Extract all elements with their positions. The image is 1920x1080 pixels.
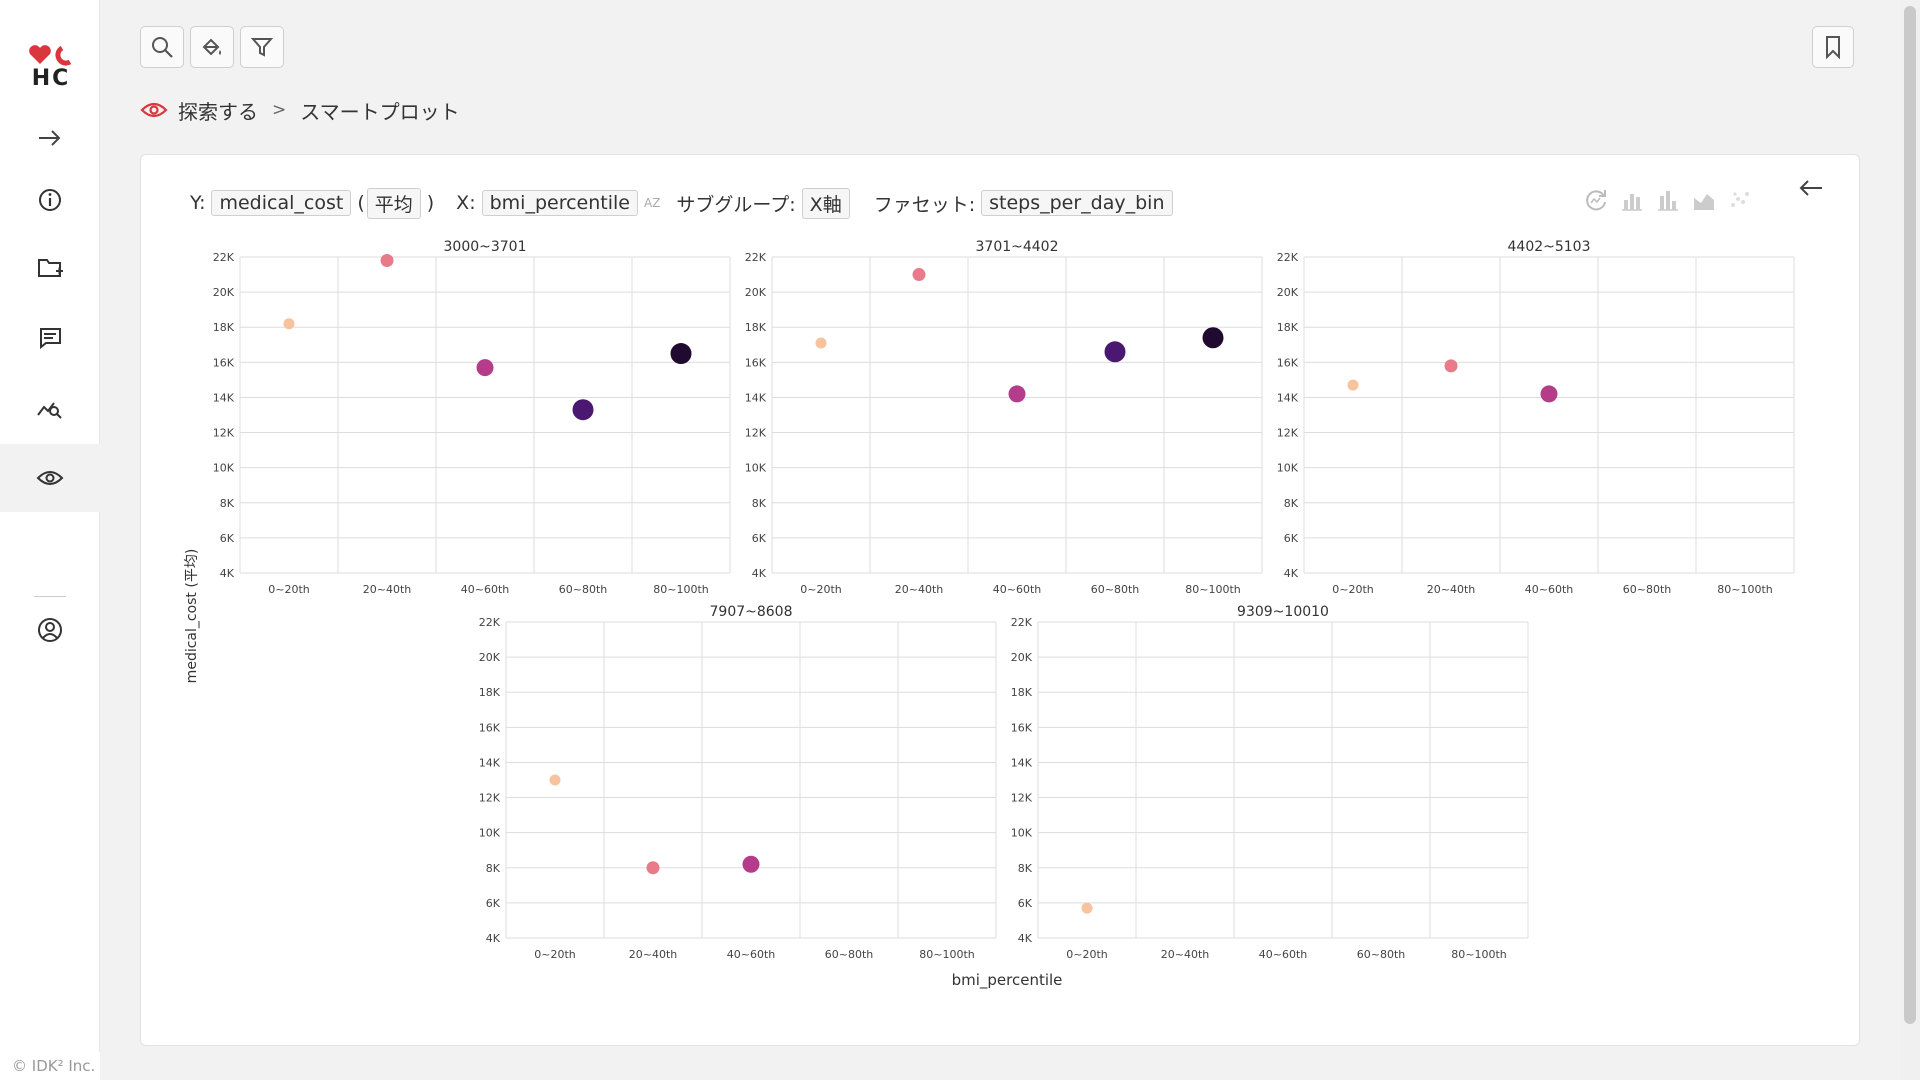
logo-text: HC [31, 66, 71, 91]
sidebar-item-explore[interactable] [0, 444, 100, 512]
scrollbar-thumb[interactable] [1904, 6, 1916, 1024]
chart-search-icon [37, 402, 62, 419]
x-field-chip[interactable]: bmi_percentile [481, 190, 638, 216]
copyright-text: © IDK² Inc. [0, 1052, 100, 1080]
breadcrumb: 探索する > スマートプロット [140, 96, 460, 124]
eye-icon [140, 102, 168, 118]
y-aggregation-chip[interactable]: 平均 [366, 187, 421, 219]
sidebar: HC [0, 0, 100, 1080]
chart-type-column[interactable] [1654, 186, 1682, 214]
subgroup-label: サブグループ: [676, 193, 796, 216]
paren-close: ) [426, 192, 435, 214]
sidebar-item-info[interactable] [0, 166, 100, 234]
chart-config-bar: Y: medical_cost ( 平均 ) X: bmi_percentile… [190, 187, 1177, 219]
search-icon [152, 37, 173, 58]
breadcrumb-separator: > [272, 100, 287, 120]
filter-button[interactable] [240, 26, 284, 68]
breadcrumb-current: スマートプロット [300, 99, 460, 124]
paren-open: ( [357, 192, 365, 214]
chart-type-refresh[interactable] [1582, 186, 1610, 214]
user-circle-icon [38, 618, 62, 642]
column-chart-icon [1658, 191, 1678, 211]
area-chart-icon [1694, 194, 1714, 210]
paint-bucket-icon [202, 38, 221, 56]
subgroup-chip[interactable]: X軸 [801, 187, 850, 219]
chart-type-area[interactable] [1690, 186, 1718, 214]
chart-type-selector [1582, 186, 1754, 214]
chat-icon [40, 328, 61, 350]
color-button[interactable] [190, 26, 234, 68]
info-icon [39, 189, 61, 211]
sidebar-item-expand[interactable] [0, 104, 100, 172]
collapse-panel-button[interactable] [1796, 174, 1826, 202]
y-field-chip[interactable]: medical_cost [211, 190, 352, 216]
y-axis-label: Y: [190, 192, 206, 214]
arrow-right-icon [39, 130, 61, 146]
refresh-chart-icon [1586, 190, 1606, 211]
facet-label: ファセット: [873, 193, 976, 216]
arrow-left-icon [1799, 180, 1822, 196]
sidebar-item-chat[interactable] [0, 304, 100, 372]
bookmark-button[interactable] [1812, 26, 1854, 68]
sidebar-divider [34, 596, 66, 597]
breadcrumb-explore[interactable]: 探索する [178, 99, 258, 124]
page-scrollbar[interactable] [1900, 0, 1920, 1080]
chart-type-bar[interactable] [1618, 186, 1646, 214]
x-axis-label: X: [456, 192, 476, 214]
bookmark-icon [1826, 36, 1840, 59]
heart-logo-icon [29, 45, 72, 66]
sidebar-item-new-folder[interactable] [0, 234, 100, 302]
filter-icon [250, 38, 274, 57]
chart-card [140, 154, 1860, 1046]
bar-chart-icon [1622, 194, 1642, 211]
eye-icon [36, 471, 64, 485]
app-logo[interactable]: HC [28, 44, 74, 91]
sidebar-item-account[interactable] [0, 596, 100, 664]
search-button[interactable] [140, 26, 184, 68]
facet-chip[interactable]: steps_per_day_bin [981, 190, 1173, 216]
scatter-chart-icon [1731, 192, 1749, 207]
sort-az-icon[interactable]: AZ [643, 196, 661, 210]
sidebar-item-analytics[interactable] [0, 374, 100, 442]
folder-plus-icon [38, 259, 63, 277]
chart-type-scatter[interactable] [1726, 186, 1754, 214]
